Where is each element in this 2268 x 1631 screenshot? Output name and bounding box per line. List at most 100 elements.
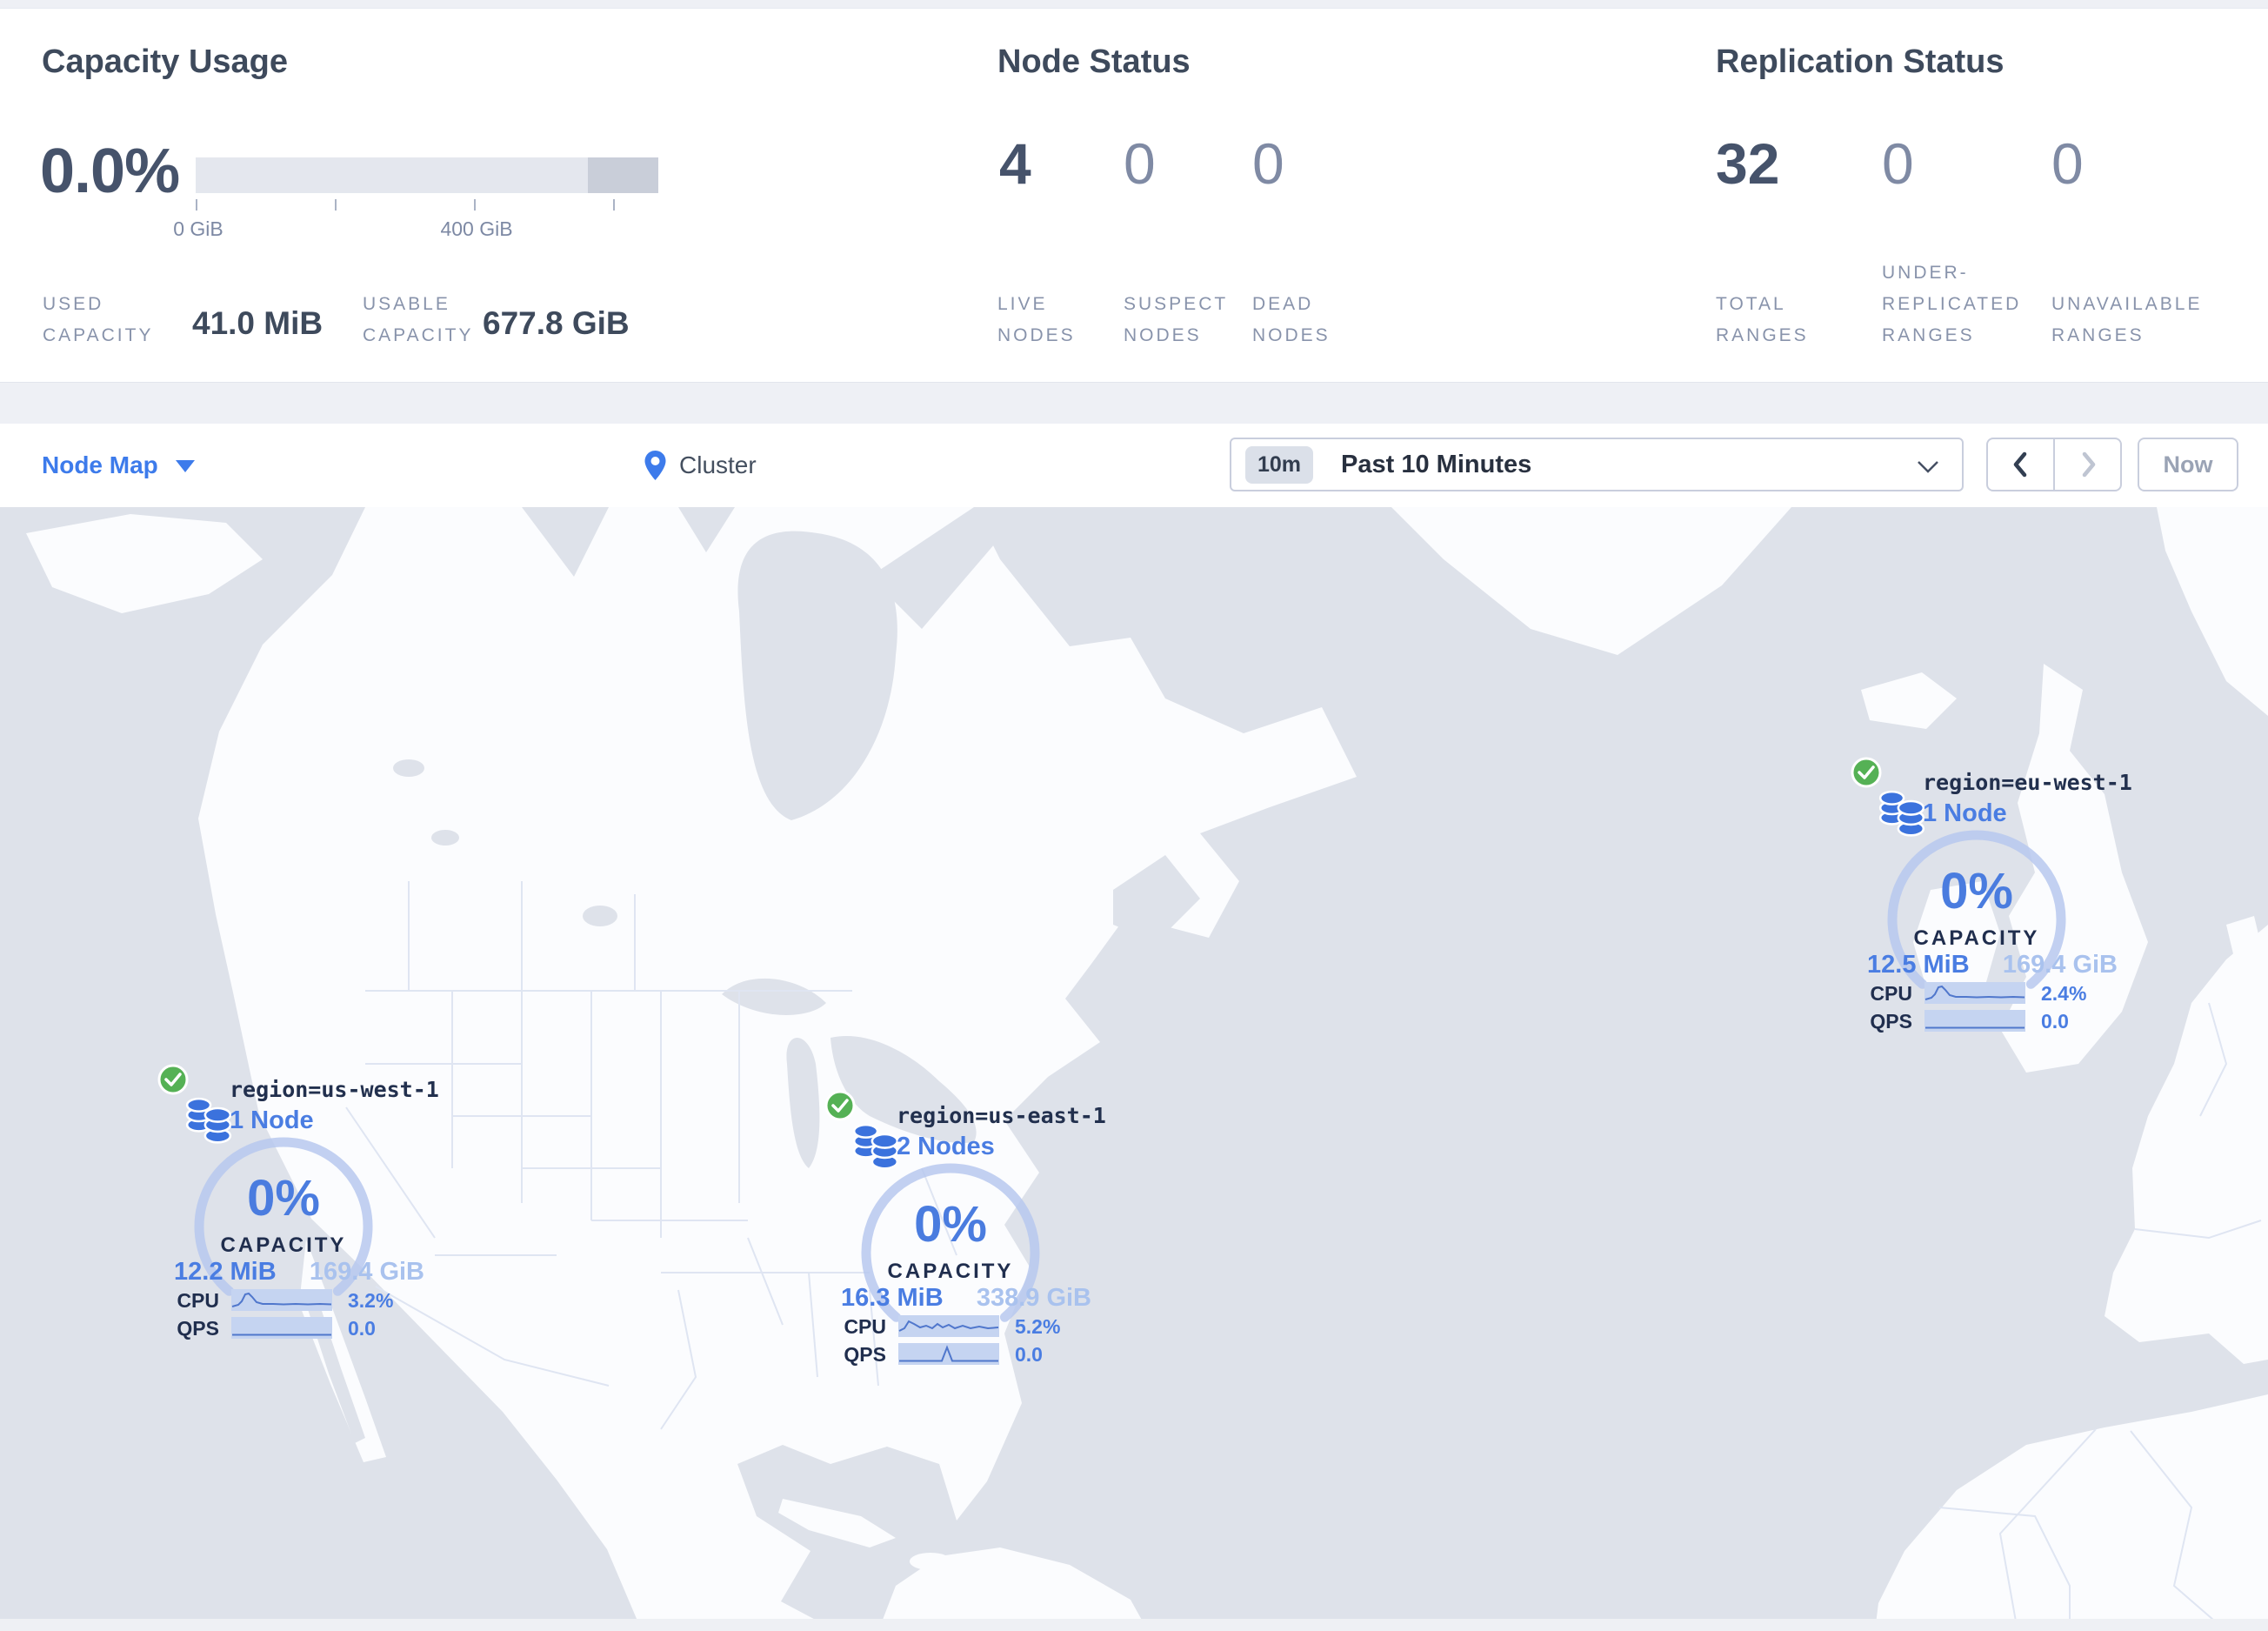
- chevron-down-icon: [1918, 461, 1938, 473]
- capacity-percent: 0.0%: [40, 137, 180, 206]
- cpu-metric-row: CPU 2.4%: [1855, 982, 2125, 1005]
- gauge-percent: 0%: [1940, 863, 2013, 919]
- database-stack-icon: [1878, 790, 1925, 837]
- qps-metric-row: QPS 0.0: [1855, 1010, 2125, 1033]
- used-capacity-value: 12.5 MiB: [1867, 951, 1970, 979]
- used-capacity-value: 16.3 MiB: [841, 1284, 944, 1312]
- previous-time-window-button[interactable]: [1988, 439, 2055, 490]
- region-label: region=eu-west-1: [1923, 770, 2132, 795]
- node-status-title: Node Status: [997, 43, 1191, 80]
- total-capacity-value: 169.4 GiB: [2002, 951, 2118, 979]
- capacity-axis-tick: [613, 199, 615, 211]
- breadcrumb-label: Cluster: [679, 451, 757, 478]
- capacity-gauge: 0% CAPACITY: [188, 1129, 379, 1312]
- qps-label: QPS: [177, 1317, 219, 1340]
- region-marker-eu-west-1[interactable]: region=eu-west-1 1 Node 0% CAPACITY 12.5…: [1851, 757, 2132, 1055]
- total-ranges-count: 32: [1716, 131, 1780, 196]
- gauge-capacity-label: CAPACITY: [220, 1233, 347, 1257]
- live-nodes-count: 4: [999, 131, 1031, 196]
- time-range-badge: 10m: [1245, 445, 1314, 484]
- qps-label: QPS: [1870, 1010, 1912, 1033]
- time-range-dropdown[interactable]: 10m Past 10 Minutes: [1230, 438, 1964, 491]
- cpu-metric-row: CPU 3.2%: [162, 1289, 431, 1312]
- database-stack-icon: [185, 1097, 232, 1144]
- time-window-pager: [1986, 438, 2122, 491]
- capacity-bar: [196, 157, 658, 193]
- capacity-axis-label: 0 GiB: [173, 217, 223, 240]
- capacity-bar-reserved-segment: [588, 157, 658, 193]
- total-capacity-value: 169.4 GiB: [309, 1258, 424, 1286]
- total-ranges-label: TOTAL RANGES: [1716, 294, 1809, 345]
- total-capacity-value: 338.9 GiB: [976, 1284, 1091, 1312]
- gauge-percent: 0%: [914, 1196, 987, 1253]
- cpu-label: CPU: [1870, 982, 1912, 1005]
- capacity-gauge: 0% CAPACITY: [855, 1155, 1046, 1338]
- under-replicated-count: 0: [1882, 131, 1914, 196]
- world-map[interactable]: [0, 507, 2268, 1631]
- region-node-count: 1 Node: [1923, 799, 2007, 827]
- next-time-window-button[interactable]: [2055, 439, 2120, 490]
- database-stack-icon: [852, 1123, 899, 1170]
- region-marker-us-east-1[interactable]: region=us-east-1 2 Nodes 0% CAPACITY 16.…: [824, 1090, 1106, 1388]
- suspect-nodes-count: 0: [1124, 131, 1156, 196]
- qps-value: 0.0: [348, 1317, 376, 1340]
- region-label: region=us-east-1: [897, 1103, 1106, 1128]
- breadcrumb[interactable]: Cluster: [644, 424, 757, 507]
- cpu-label: CPU: [844, 1315, 886, 1338]
- chevron-right-icon: [2082, 451, 2095, 478]
- chevron-left-icon: [2013, 451, 2026, 478]
- qps-metric-row: QPS 0.0: [162, 1317, 431, 1340]
- gauge-arc-icon: [861, 1163, 1040, 1322]
- live-nodes-label: LIVE NODES: [997, 294, 1076, 345]
- cpu-sparkline: [898, 1315, 999, 1337]
- capacity-axis-tick: [335, 199, 337, 211]
- cpu-sparkline: [1924, 982, 2025, 1004]
- qps-value: 0.0: [2041, 1010, 2069, 1033]
- cpu-metric-row: CPU 5.2%: [829, 1315, 1098, 1338]
- healthy-check-icon: [824, 1090, 856, 1121]
- view-selector-dropdown[interactable]: Node Map: [42, 424, 195, 507]
- gauge-percent: 0%: [247, 1170, 320, 1227]
- replication-status-title: Replication Status: [1716, 43, 2005, 80]
- under-replicated-label: UNDER- REPLICATED RANGES: [1882, 263, 2022, 345]
- caret-down-icon: [175, 459, 195, 482]
- map-pin-icon: [644, 451, 666, 480]
- qps-sparkline: [231, 1317, 332, 1339]
- map-toolbar: Node Map Cluster 10m Past 10 Minutes Now: [0, 424, 2268, 508]
- cpu-label: CPU: [177, 1289, 219, 1312]
- qps-sparkline: [1924, 1010, 2025, 1032]
- healthy-check-icon: [157, 1064, 189, 1095]
- cpu-value: 5.2%: [1015, 1315, 1061, 1338]
- cpu-sparkline: [231, 1289, 332, 1311]
- capacity-gauge: 0% CAPACITY: [1881, 822, 2072, 1005]
- region-node-count: 1 Node: [230, 1106, 314, 1134]
- cpu-value: 3.2%: [348, 1289, 394, 1312]
- capacity-values-row: 12.5 MiB 169.4 GiB: [1855, 951, 2125, 979]
- capacity-axis-label: 400 GiB: [440, 217, 513, 240]
- region-marker-us-west-1[interactable]: region=us-west-1 1 Node 0% CAPACITY 12.2…: [157, 1064, 439, 1362]
- gauge-arc-icon: [194, 1137, 373, 1296]
- qps-metric-row: QPS 0.0: [829, 1343, 1098, 1366]
- view-selector-label: Node Map: [42, 451, 158, 478]
- capacity-values-row: 12.2 MiB 169.4 GiB: [162, 1258, 431, 1287]
- capacity-axis-tick: [474, 199, 476, 211]
- used-capacity-label: USED CAPACITY: [43, 294, 154, 345]
- usable-capacity-value: 677.8 GiB: [483, 305, 630, 341]
- time-range-label: Past 10 Minutes: [1341, 450, 1532, 478]
- capacity-values-row: 16.3 MiB 338.9 GiB: [829, 1284, 1098, 1313]
- dead-nodes-label: DEAD NODES: [1252, 294, 1331, 345]
- now-button[interactable]: Now: [2138, 438, 2238, 491]
- used-capacity-value: 12.2 MiB: [174, 1258, 277, 1286]
- gauge-arc-icon: [1887, 830, 2066, 989]
- gauge-capacity-label: CAPACITY: [1913, 926, 2040, 950]
- qps-sparkline: [898, 1343, 999, 1365]
- region-label: region=us-west-1: [230, 1077, 439, 1102]
- usable-capacity-label: USABLE CAPACITY: [363, 294, 474, 345]
- capacity-usage-title: Capacity Usage: [42, 43, 289, 80]
- capacity-axis-tick: [196, 199, 197, 211]
- map-footer-strip: [0, 1619, 2268, 1631]
- node-map[interactable]: region=us-west-1 1 Node 0% CAPACITY 12.2…: [0, 507, 2268, 1631]
- gauge-capacity-label: CAPACITY: [887, 1260, 1014, 1283]
- dead-nodes-count: 0: [1252, 131, 1284, 196]
- unavailable-ranges-label: UNAVAILABLE RANGES: [2051, 294, 2203, 345]
